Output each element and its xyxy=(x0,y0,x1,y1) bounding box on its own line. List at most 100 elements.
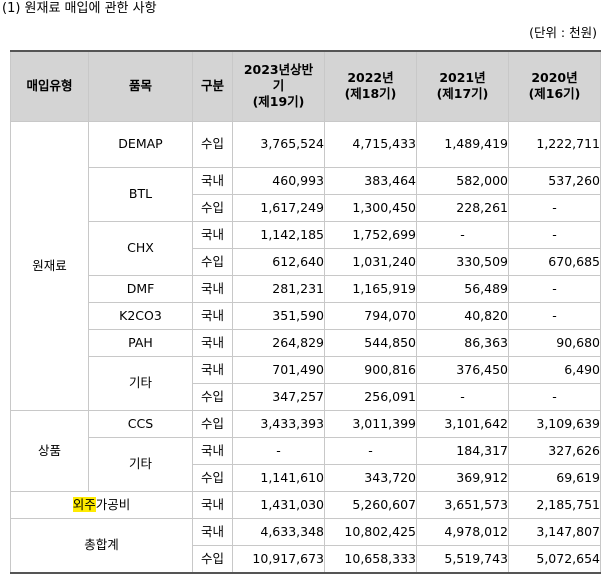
item-dmf: DMF xyxy=(88,274,193,303)
value-cell: 900,816 xyxy=(324,355,417,384)
value-cell: 5,072,654 xyxy=(508,544,601,574)
value-cell: - xyxy=(508,274,601,303)
value-cell: 582,000 xyxy=(416,166,509,195)
value-cell: 330,509 xyxy=(416,247,509,276)
value-cell: 383,464 xyxy=(324,166,417,195)
table-row: DMF 국내 281,231 1,165,919 56,489 - xyxy=(11,274,601,303)
division-cell: 국내 xyxy=(192,517,233,546)
table-row: 총합계 국내 4,633,348 10,802,425 4,978,012 3,… xyxy=(10,517,601,574)
division-cell: 국내 xyxy=(192,436,233,465)
value-cell: - xyxy=(416,220,509,249)
header-2023h1-line1: 2023년상반 xyxy=(243,62,314,78)
value-cell: 3,765,524 xyxy=(232,120,325,168)
value-cell: 281,231 xyxy=(232,274,325,303)
group-goods: 상품 xyxy=(10,409,89,492)
value-cell: 56,489 xyxy=(416,274,509,303)
item-btl: BTL xyxy=(88,166,193,222)
value-cell: - xyxy=(416,382,509,411)
header-2022-line1: 2022년 xyxy=(347,70,394,86)
value-cell: 537,260 xyxy=(508,166,601,195)
header-2021: 2021년 (제17기) xyxy=(416,50,509,122)
header-2022: 2022년 (제18기) xyxy=(324,50,417,122)
division-cell: 수입 xyxy=(192,120,233,168)
table-row: 원재료 DEMAP 수입 3,765,524 4,715,433 1,489,4… xyxy=(10,120,601,411)
outsourcing-label: 가공비 xyxy=(95,496,131,512)
value-cell: 369,912 xyxy=(416,463,509,492)
value-cell: 794,070 xyxy=(324,301,417,330)
table-row: 외주가공비 국내 1,431,030 5,260,607 3,651,573 2… xyxy=(10,490,601,519)
header-2020: 2020년 (제16기) xyxy=(508,50,601,122)
header-2021-line1: 2021년 xyxy=(439,70,486,86)
table-row: 기타 국내 - - 184,317 327,626 xyxy=(11,436,601,492)
item-other-goods: 기타 xyxy=(88,436,193,492)
unit-label: (단위 : 천원) xyxy=(529,25,597,40)
value-cell: 1,617,249 xyxy=(232,193,325,222)
item-chx: CHX xyxy=(88,220,193,276)
division-cell: 국내 xyxy=(192,490,233,519)
header-2020-line1: 2020년 xyxy=(531,70,578,86)
division-cell: 국내 xyxy=(192,274,233,303)
value-cell: 4,715,433 xyxy=(324,120,417,168)
value-cell: 228,261 xyxy=(416,193,509,222)
value-cell: 3,109,639 xyxy=(508,409,601,438)
value-cell: 701,490 xyxy=(232,355,325,384)
table-row: 수입 1,141,610 343,720 369,912 69,619 xyxy=(11,463,601,492)
header-2020-line2: (제16기) xyxy=(528,86,581,102)
value-cell: 347,257 xyxy=(232,382,325,411)
value-cell: 1,300,450 xyxy=(324,193,417,222)
value-cell: 5,519,743 xyxy=(416,544,509,574)
value-cell: - xyxy=(508,193,601,222)
item-pah: PAH xyxy=(88,328,193,357)
header-item: 품목 xyxy=(88,50,193,122)
table-row: 수입 347,257 256,091 - - xyxy=(11,382,601,411)
item-other-raw: 기타 xyxy=(88,355,193,411)
table-row: 수입 1,617,249 1,300,450 228,261 - xyxy=(11,193,601,222)
table-row: 수입 612,640 1,031,240 330,509 670,685 xyxy=(11,247,601,276)
value-cell: 264,829 xyxy=(232,328,325,357)
value-cell: 1,141,610 xyxy=(232,463,325,492)
item-demap: DEMAP xyxy=(88,120,193,168)
value-cell: - xyxy=(232,436,325,465)
header-2023h1: 2023년상반 기 (제19기) xyxy=(232,50,325,122)
table-row: BTL 국내 460,993 383,464 582,000 537,260 xyxy=(11,166,601,222)
header-division: 구분 xyxy=(192,50,233,122)
value-cell: 10,802,425 xyxy=(324,517,417,546)
value-cell: 1,752,699 xyxy=(324,220,417,249)
header-2023h1-line2: 기 xyxy=(272,78,285,94)
value-cell: 460,993 xyxy=(232,166,325,195)
division-cell: 국내 xyxy=(192,301,233,330)
value-cell: - xyxy=(508,220,601,249)
table-row: 기타 국내 701,490 900,816 376,450 6,490 xyxy=(11,355,601,411)
header-2023h1-line3: (제19기) xyxy=(252,94,305,110)
value-cell: 86,363 xyxy=(416,328,509,357)
division-cell: 수입 xyxy=(192,409,233,438)
division-cell: 수입 xyxy=(192,544,233,574)
group-total: 총합계 xyxy=(10,517,193,574)
value-cell: 351,590 xyxy=(232,301,325,330)
value-cell: 1,489,419 xyxy=(416,120,509,168)
table-row: CHX 국내 1,142,185 1,752,699 - - xyxy=(11,220,601,276)
division-cell: 국내 xyxy=(192,355,233,384)
table-row: 수입 10,917,673 10,658,333 5,519,743 5,072… xyxy=(11,544,601,574)
value-cell: 3,433,393 xyxy=(232,409,325,438)
division-cell: 수입 xyxy=(192,247,233,276)
value-cell: 256,091 xyxy=(324,382,417,411)
header-2021-line2: (제17기) xyxy=(436,86,489,102)
value-cell: 4,978,012 xyxy=(416,517,509,546)
item-ccs: CCS xyxy=(88,409,193,438)
section-heading: (1) 원재료 매입에 관한 사항 xyxy=(2,1,157,16)
value-cell: 40,820 xyxy=(416,301,509,330)
value-cell: 327,626 xyxy=(508,436,601,465)
outsourcing-highlight: 외주 xyxy=(72,496,96,512)
value-cell: 670,685 xyxy=(508,247,601,276)
value-cell: 1,142,185 xyxy=(232,220,325,249)
division-cell: 국내 xyxy=(192,328,233,357)
raw-material-purchase-table: 매입유형 품목 구분 2023년상반 기 (제19기) 2022년 (제18기)… xyxy=(10,50,601,574)
value-cell: 3,651,573 xyxy=(416,490,509,519)
value-cell: 1,222,711 xyxy=(508,120,601,168)
value-cell: 6,490 xyxy=(508,355,601,384)
value-cell: 10,917,673 xyxy=(232,544,325,574)
value-cell: - xyxy=(508,382,601,411)
table-row: 상품 CCS 수입 3,433,393 3,011,399 3,101,642 … xyxy=(10,409,601,492)
value-cell: 1,165,919 xyxy=(324,274,417,303)
